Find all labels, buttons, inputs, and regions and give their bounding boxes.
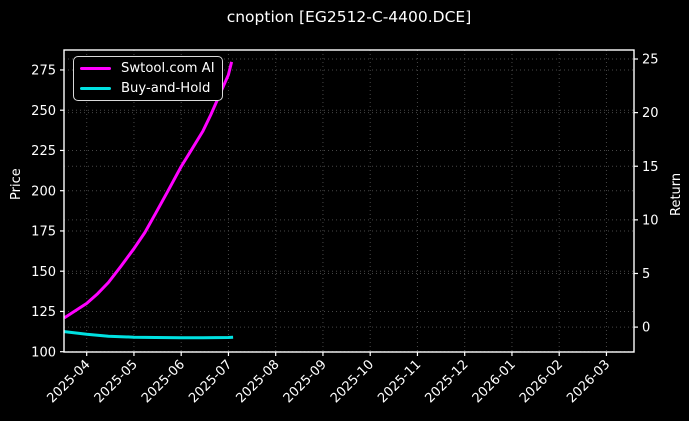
- x-tick-label: 2026-01: [470, 357, 519, 406]
- series-line-buy-and-hold: [64, 330, 234, 340]
- price-tick-label: 150: [31, 265, 56, 280]
- return-tick-label: 25: [642, 53, 659, 68]
- series-line-swtool-com-ai: [63, 61, 234, 320]
- x-tick-label: 2025-10: [328, 357, 377, 406]
- x-tick-label: 2025-08: [234, 357, 283, 406]
- price-tick-label: 250: [31, 104, 56, 119]
- legend-label-ai: Swtool.com AI: [121, 61, 215, 77]
- legend-line-swatch-ai: [80, 67, 111, 71]
- chart-title: cnoption [EG2512-C-4400.DCE]: [226, 8, 472, 26]
- price-tick-label: 175: [31, 225, 56, 240]
- return-tick-label: 10: [642, 213, 659, 228]
- y-axis-label-price: Price: [9, 168, 24, 200]
- x-tick-label: 2025-07: [186, 357, 235, 406]
- price-tick-label: 275: [31, 64, 56, 79]
- return-tick-label: 15: [642, 160, 659, 175]
- x-tick-label: 2025-12: [423, 357, 472, 406]
- y-axis-label-return: Return: [669, 172, 684, 216]
- legend-item-buy-and-hold: Buy-and-Hold: [74, 79, 222, 99]
- legend-item-swtool-ai: Swtool.com AI: [74, 59, 222, 79]
- x-tick-label: 2025-05: [92, 357, 141, 406]
- x-tick-label: 2026-02: [517, 357, 566, 406]
- return-tick-label: 0: [642, 321, 650, 336]
- price-tick-label: 125: [31, 305, 56, 320]
- x-tick-label: 2025-09: [281, 357, 330, 406]
- x-tick-label: 2025-04: [45, 357, 94, 406]
- x-tick-label: 2025-06: [139, 357, 188, 406]
- price-tick-label: 200: [31, 184, 56, 199]
- return-tick-label: 5: [642, 267, 650, 282]
- price-tick-label: 100: [31, 345, 56, 360]
- x-tick-label: 2025-11: [375, 357, 424, 406]
- return-tick-label: 20: [642, 106, 659, 121]
- legend: Swtool.com AI Buy-and-Hold: [73, 56, 223, 101]
- legend-line-swatch-bh: [80, 86, 111, 90]
- plot-border: [63, 49, 635, 353]
- price-tick-label: 225: [31, 144, 56, 159]
- x-tick-label: 2026-03: [564, 357, 613, 406]
- legend-label-bh: Buy-and-Hold: [121, 80, 211, 96]
